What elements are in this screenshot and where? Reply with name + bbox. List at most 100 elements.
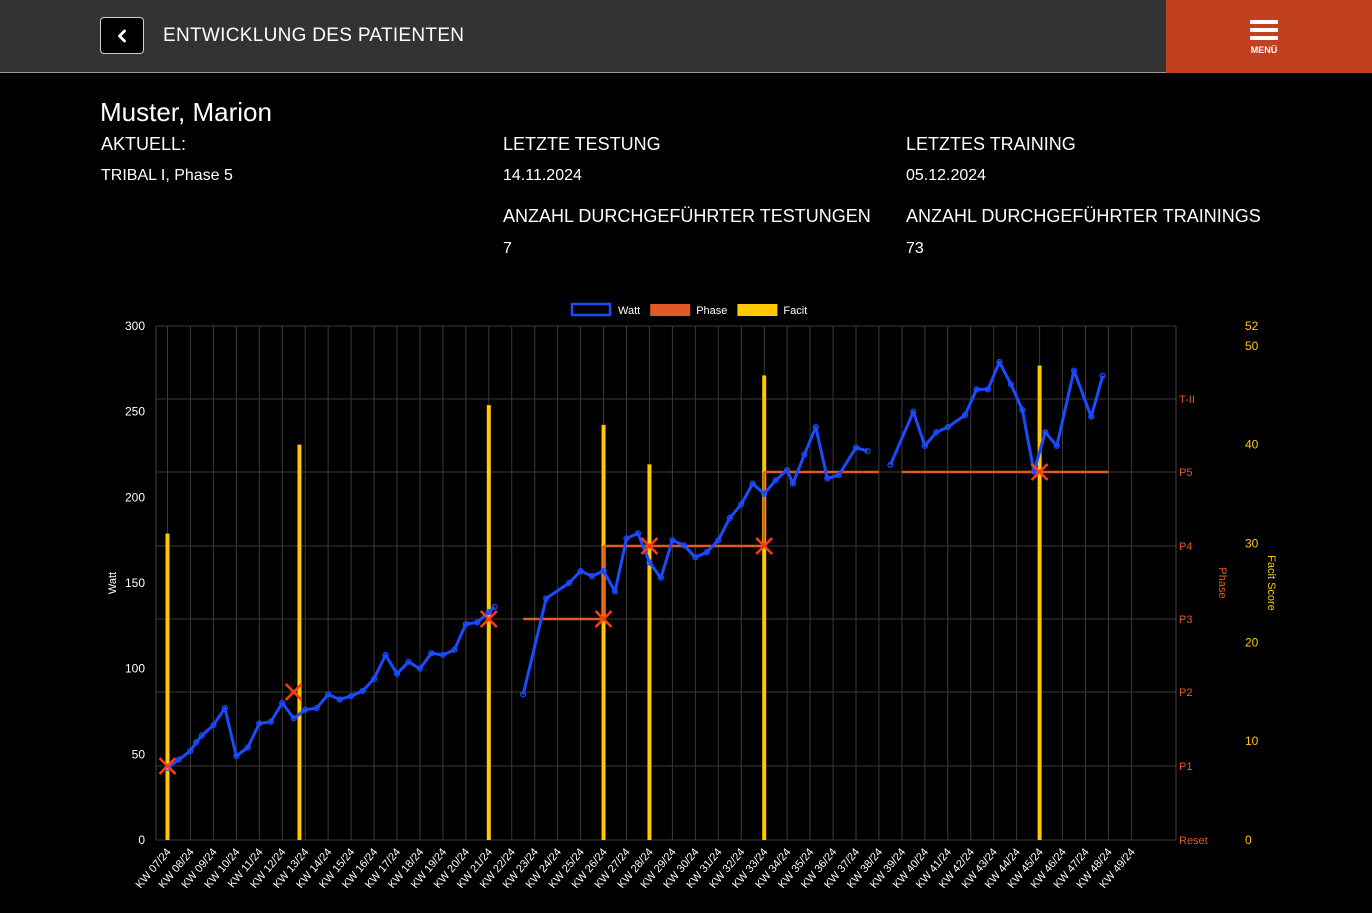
y-left-tick-label: 0 — [138, 833, 145, 847]
back-button[interactable] — [100, 17, 144, 54]
watt-point — [474, 619, 481, 626]
facit-bar — [601, 424, 606, 840]
watt-point — [715, 537, 722, 544]
watt-point — [835, 471, 842, 479]
watt-point — [256, 720, 263, 727]
watt-point — [933, 429, 940, 436]
menu-label[interactable]: MENÜ — [1250, 45, 1278, 55]
watt-point — [852, 444, 860, 451]
hamburger-icon[interactable] — [1250, 20, 1278, 40]
facit-bar — [486, 405, 491, 840]
y-facit-tick-label: 50 — [1245, 339, 1259, 353]
y-phase-tick-label: P2 — [1179, 687, 1192, 699]
watt-point — [680, 542, 687, 549]
watt-point — [1030, 468, 1037, 475]
watt-point — [749, 480, 756, 487]
facit-bar — [762, 375, 767, 840]
watt-line — [889, 360, 1105, 474]
legend-label: Phase — [696, 305, 727, 317]
watt-point — [726, 514, 733, 521]
watt-point — [302, 706, 309, 713]
last-test-value: 14.11.2024 — [503, 167, 582, 184]
watt-point — [543, 595, 550, 602]
watt-point — [692, 554, 699, 561]
watt-line — [521, 425, 868, 695]
phase-marker — [479, 610, 498, 628]
phase-marker — [284, 683, 303, 701]
test-count-label: ANZAHL DURCHGEFÜHRTER TESTUNGEN — [503, 206, 871, 226]
phase-marker — [640, 537, 659, 555]
patient-name: Muster, Marion — [100, 97, 272, 127]
watt-point — [1019, 406, 1026, 414]
watt-point — [336, 696, 343, 703]
watt-point — [233, 752, 240, 760]
y-facit-tick-label: 0 — [1245, 833, 1252, 847]
facit-bar — [165, 533, 170, 840]
legend-swatch — [570, 302, 612, 317]
watt-point — [175, 756, 183, 763]
watt-point — [462, 621, 469, 628]
y-left-tick-label: 50 — [132, 747, 146, 761]
watt-point — [428, 650, 435, 657]
legend-swatch — [650, 304, 691, 316]
y-facit-tick-label: 30 — [1245, 536, 1259, 550]
y-phase-tick-label: P3 — [1179, 614, 1192, 626]
watt-point — [921, 442, 928, 450]
watt-point — [1088, 413, 1095, 420]
watt-point — [761, 490, 768, 498]
watt-point — [313, 704, 320, 712]
watt-point — [789, 480, 796, 487]
legend-label: Watt — [618, 305, 640, 317]
watt-point — [370, 675, 378, 683]
watt-point — [973, 386, 980, 393]
watt-point — [864, 447, 871, 455]
watt-point — [382, 651, 389, 659]
watt-point — [634, 530, 642, 537]
watt-point — [944, 423, 951, 431]
watt-point — [646, 559, 653, 566]
y-left-tick-label: 100 — [125, 662, 145, 676]
watt-point — [244, 744, 251, 751]
current-label: AKTUELL: — [101, 134, 187, 154]
watt-point — [416, 665, 424, 672]
watt-point — [1070, 367, 1078, 374]
watt-point — [187, 747, 194, 755]
watt-point — [812, 423, 819, 431]
watt-point — [801, 451, 808, 458]
watt-point — [348, 692, 355, 700]
current-value: TRIBAL I, Phase 5 — [101, 167, 233, 184]
y-facit-tick-label: 10 — [1245, 734, 1259, 748]
facit-bar — [297, 444, 302, 840]
watt-point — [393, 670, 401, 677]
y-left-axis-title: Watt — [107, 572, 119, 594]
watt-point — [405, 658, 412, 665]
y-facit-tick-label: 40 — [1245, 438, 1259, 452]
watt-point — [520, 691, 527, 698]
y-phase-tick-label: P1 — [1179, 761, 1192, 773]
watt-point — [198, 732, 206, 739]
facit-bar — [647, 464, 652, 840]
watt-point — [1007, 381, 1015, 388]
watt-point — [1053, 442, 1060, 450]
y-left-tick-label: 200 — [125, 490, 145, 504]
watt-point — [669, 537, 676, 544]
y-left-tick-label: 250 — [125, 405, 145, 419]
watt-point — [359, 687, 366, 695]
facit-bar — [1037, 365, 1042, 840]
training-count-label: ANZAHL DURCHGEFÜHRTER TRAININGS — [906, 206, 1261, 226]
watt-point — [279, 699, 286, 707]
y-phase-axis-title: Phase — [1216, 567, 1228, 598]
y-facit-tick-label: 52 — [1245, 319, 1259, 333]
watt-point — [1042, 429, 1049, 436]
watt-point — [485, 609, 492, 616]
watt-point — [703, 549, 710, 556]
phase-marker — [594, 610, 613, 628]
last-test-label: LETZTE TESTUNG — [503, 134, 661, 154]
watt-point — [267, 718, 274, 725]
last-training-label: LETZTES TRAINING — [906, 134, 1076, 154]
watt-point — [961, 411, 969, 419]
watt-point — [290, 715, 297, 722]
watt-point — [600, 567, 607, 575]
watt-point — [657, 574, 665, 581]
watt-point — [221, 704, 228, 712]
